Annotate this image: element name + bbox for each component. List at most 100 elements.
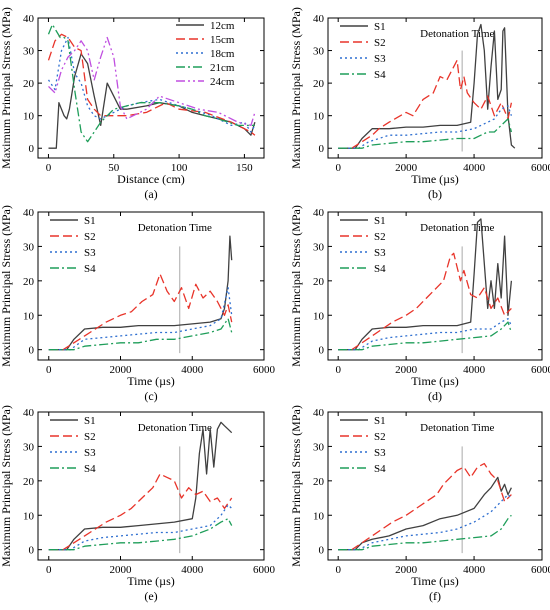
y-tick-label: 20 (23, 78, 35, 90)
y-tick-label: 0 (29, 143, 35, 155)
chart-panel-6: 0 2000 4000 6000 0 10 20 30 40 Time (µs) Maximum P… (289, 405, 550, 603)
x-tick-label: 4000 (463, 564, 486, 576)
chart-panel-1: 0 50 100 150 0 10 20 30 40 Distance (cm) Maximum P… (0, 7, 265, 201)
chart-panel-2: 0 2000 4000 6000 0 10 20 30 40 Time (µs) Maximum P… (289, 7, 550, 201)
chart-panel-4: 0 2000 4000 6000 0 10 20 30 40 Time (µs) Maximum P… (289, 205, 550, 403)
x-tick-label: 0 (335, 162, 341, 174)
legend-label: S2 (374, 431, 386, 443)
legend: S1 S2 S3 S4 (50, 215, 96, 275)
y-tick-label: 10 (313, 510, 325, 522)
y-tick-label: 40 (23, 207, 35, 219)
y-tick-label: 20 (313, 78, 325, 90)
legend-label: S1 (84, 415, 96, 427)
series-line-S3 (338, 318, 512, 351)
plot-frame (327, 411, 543, 561)
y-tick-label: 30 (23, 46, 35, 58)
legend: S1 S2 S3 S4 (340, 21, 386, 81)
y-tick-label: 30 (313, 46, 325, 58)
x-tick-label: 6000 (531, 564, 550, 576)
legend-label: S3 (84, 447, 96, 459)
series-line-S3 (48, 287, 233, 351)
x-tick-label: 0 (335, 364, 341, 376)
x-tick-label: 50 (108, 162, 120, 174)
plot-frame (327, 211, 543, 361)
y-tick-label: 40 (313, 407, 325, 419)
y-tick-label: 20 (313, 476, 325, 488)
y-tick-label: 20 (313, 276, 325, 288)
series-line-S2 (338, 462, 512, 551)
x-tick-label: 4000 (181, 364, 204, 376)
x-axis-label: Time (µs) (411, 374, 458, 388)
y-tick-label: 10 (23, 310, 35, 322)
x-tick-label: 4000 (463, 364, 486, 376)
x-tick-label: 4000 (181, 564, 204, 576)
x-axis-label: Time (µs) (411, 172, 458, 186)
series-line-18cm (47, 36, 256, 133)
plot-frame (327, 17, 543, 159)
series-line-S4 (48, 518, 233, 551)
y-tick-label: 40 (313, 207, 325, 219)
y-tick-label: 20 (23, 476, 35, 488)
legend-label: S1 (374, 215, 386, 227)
y-tick-label: 10 (23, 111, 35, 123)
legend-label: 24cm (210, 76, 235, 88)
x-tick-label: 0 (46, 364, 52, 376)
y-axis-label: Maximum Principal Stress (MPa) (0, 405, 13, 567)
x-axis-label: Distance (cm) (117, 172, 185, 186)
y-tick-label: 40 (23, 13, 35, 25)
chart-panel-5: 0 2000 4000 6000 0 10 20 30 40 Time (µs) Maximum P… (0, 405, 276, 603)
x-tick-label: 6000 (531, 162, 550, 174)
legend-label: S4 (374, 463, 386, 475)
legend-label: S2 (84, 431, 96, 443)
legend: S1 S2 S3 S4 (50, 415, 96, 475)
panel-label: (e) (144, 589, 157, 603)
x-tick-label: 150 (236, 162, 253, 174)
detonation-time-label: Detonation Time (420, 222, 494, 234)
panel-label: (b) (428, 187, 442, 201)
legend-label: S4 (84, 263, 96, 275)
x-tick-label: 0 (46, 564, 52, 576)
series-line-S1 (338, 218, 513, 351)
legend: S1 S2 S3 S4 (340, 415, 386, 475)
plot-frame (37, 411, 265, 561)
y-tick-label: 30 (313, 441, 325, 453)
y-axis-label: Maximum Principal Stress (MPa) (289, 205, 303, 367)
legend-label: S3 (374, 53, 386, 65)
plot-frame (37, 211, 265, 361)
y-tick-label: 0 (319, 545, 325, 557)
legend-label: S3 (374, 247, 386, 259)
x-tick-label: 0 (46, 162, 52, 174)
series-line-S2 (338, 59, 513, 149)
legend: 12cm 15cm 18cm 21cm 24cm (176, 20, 235, 88)
series-line-S1 (338, 23, 516, 149)
x-tick-label: 2000 (395, 364, 418, 376)
x-tick-label: 4000 (463, 162, 486, 174)
y-tick-label: 0 (319, 143, 325, 155)
series-line-24cm (48, 36, 256, 127)
y-axis-label: Maximum Principal Stress (MPa) (289, 7, 303, 169)
legend-label: 15cm (210, 34, 235, 46)
y-tick-label: 0 (319, 345, 325, 357)
x-axis-label: Time (µs) (127, 574, 174, 588)
legend-label: 21cm (210, 62, 235, 74)
y-tick-label: 10 (23, 510, 35, 522)
panel-label: (d) (428, 389, 442, 403)
x-tick-label: 6000 (253, 564, 276, 576)
y-tick-label: 30 (23, 441, 35, 453)
series-line-S4 (338, 321, 513, 351)
detonation-time-label: Detonation Time (420, 28, 494, 40)
y-tick-label: 30 (23, 241, 35, 253)
series-line-S3 (338, 493, 512, 551)
y-tick-label: 10 (313, 111, 325, 123)
x-axis-label: Time (µs) (411, 574, 458, 588)
legend-label: S3 (374, 447, 386, 459)
legend-label: S2 (374, 231, 386, 243)
y-axis-label: Maximum Principal Stress (MPa) (0, 205, 13, 367)
series-line-S2 (338, 252, 512, 351)
chart-panel-3: 0 2000 4000 6000 0 10 20 30 40 Time (µs) Maximum P… (0, 205, 276, 403)
legend-label: S2 (84, 231, 96, 243)
y-axis-label: Maximum Principal Stress (MPa) (289, 405, 303, 567)
detonation-time-label: Detonation Time (138, 222, 212, 234)
x-tick-label: 6000 (253, 364, 276, 376)
legend-label: S1 (374, 415, 386, 427)
